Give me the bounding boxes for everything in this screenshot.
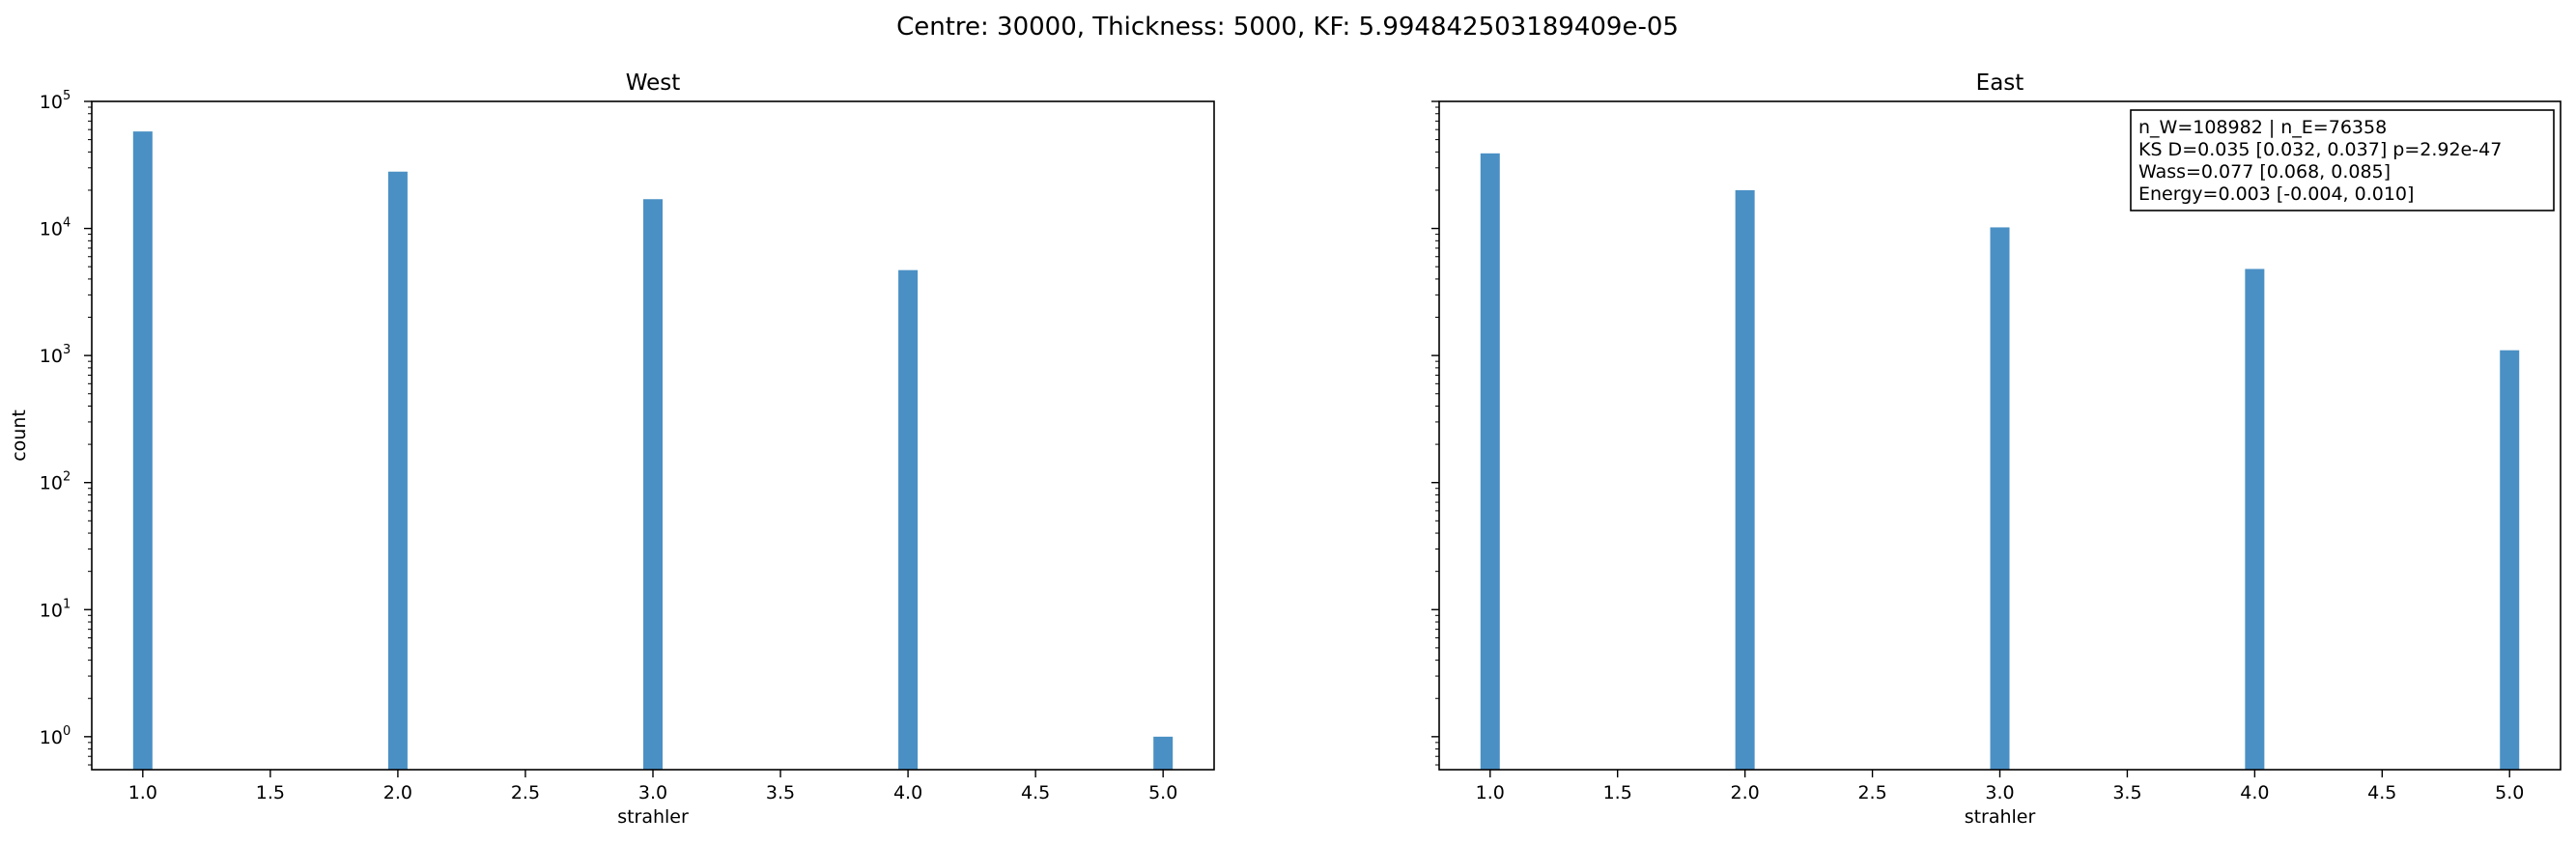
x-axis-label: strahler xyxy=(1965,806,2036,828)
y-tick-label: 101 xyxy=(40,597,71,621)
histogram-bar xyxy=(898,269,919,770)
x-tick-label: 4.5 xyxy=(1021,782,1050,803)
figure-suptitle: Centre: 30000, Thickness: 5000, KF: 5.99… xyxy=(896,13,1679,42)
histogram-bar xyxy=(387,171,408,770)
x-tick-label: 3.5 xyxy=(2112,782,2141,803)
annotation-line: Wass=0.077 [0.068, 0.085] xyxy=(2138,161,2391,183)
x-tick-label: 4.5 xyxy=(2367,782,2396,803)
chart-title: West xyxy=(626,70,681,96)
x-tick-label: 1.0 xyxy=(128,782,157,803)
x-tick-label: 3.0 xyxy=(1985,782,2014,803)
x-tick-label: 2.0 xyxy=(1731,782,1760,803)
y-axis-label: count xyxy=(9,409,30,462)
x-tick-label: 1.5 xyxy=(1603,782,1632,803)
y-tick-label: 105 xyxy=(40,89,71,113)
histogram-bar xyxy=(1735,189,1755,770)
west-chart-panel: West 1.0 1.5 2.0 2.5 3.0 3.5 4.0 4.5 5.0 strahler 1… xyxy=(9,70,1215,828)
y-tick-label: 103 xyxy=(40,343,71,367)
annotation-frame xyxy=(2130,109,2555,211)
x-tick-label: 2.5 xyxy=(1857,782,1886,803)
histogram-bar xyxy=(2500,350,2520,770)
histogram-bar xyxy=(132,131,153,770)
x-tick-label: 2.5 xyxy=(511,782,540,803)
histogram-bar xyxy=(2245,268,2265,770)
histogram-bar xyxy=(1153,736,1174,770)
y-tick-label: 104 xyxy=(40,216,71,240)
x-axis-label: strahler xyxy=(617,806,689,828)
y-tick-label: 100 xyxy=(40,724,71,748)
y-tick-label: 102 xyxy=(40,470,71,494)
chart-title: East xyxy=(1976,70,2024,96)
x-tick-label: 5.0 xyxy=(1148,782,1177,803)
annotation-line: n_W=108982 | n_E=76358 xyxy=(2138,117,2387,138)
x-tick-label: 2.0 xyxy=(383,782,412,803)
annotation-line: KS D=0.035 [0.032, 0.037] p=2.92e-47 xyxy=(2138,139,2502,160)
east-chart-panel: East 1.0 1.5 2.0 2.5 3.0 3.5 4.0 4.5 5.0 strahler n… xyxy=(1431,70,2562,828)
x-tick-label: 1.0 xyxy=(1476,782,1505,803)
histogram-bar xyxy=(1990,227,2010,770)
x-tick-label: 3.5 xyxy=(766,782,795,803)
histogram-bar xyxy=(643,199,663,771)
x-tick-label: 3.0 xyxy=(638,782,667,803)
histogram-bar xyxy=(1480,153,1500,771)
annotation-line: Energy=0.003 [-0.004, 0.010] xyxy=(2138,183,2414,205)
x-tick-label: 4.0 xyxy=(2240,782,2269,803)
x-tick-label: 4.0 xyxy=(893,782,922,803)
x-tick-label: 5.0 xyxy=(2495,782,2524,803)
x-tick-label: 1.5 xyxy=(256,782,285,803)
